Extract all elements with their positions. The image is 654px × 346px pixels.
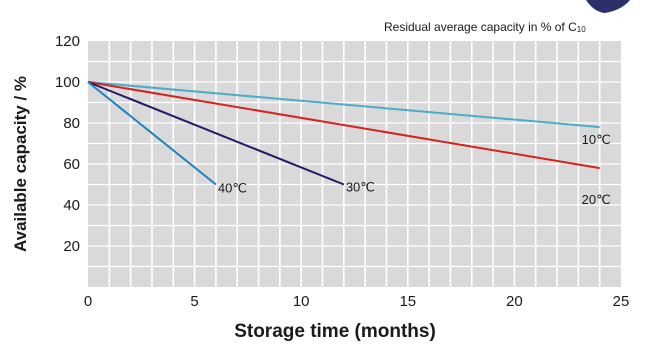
y-tick-label: 80 <box>63 115 80 132</box>
x-tick-label: 20 <box>506 293 523 310</box>
series-label-1: 20℃ <box>582 192 611 207</box>
series-label-2: 30℃ <box>346 180 375 195</box>
x-tick-label: 5 <box>190 293 198 310</box>
y-tick-label: 120 <box>55 33 80 50</box>
y-tick-label: 60 <box>63 156 80 173</box>
y-tick-label: 100 <box>55 74 80 91</box>
y-tick-label: 20 <box>63 238 80 255</box>
y-tick-labels: 20 40 60 80 100 120 <box>55 33 80 255</box>
series-line-0 <box>87 81 600 129</box>
x-tick-label: 0 <box>84 293 92 310</box>
series-labels: 10℃ 20℃ 30℃ 40℃ <box>218 132 611 207</box>
series-label-3: 40℃ <box>218 181 247 196</box>
x-tick-label: 25 <box>613 293 630 310</box>
series-line-3 <box>87 81 217 186</box>
x-axis-title: Storage time (months) <box>234 321 436 342</box>
chart-subtitle-subscript: 10 <box>577 25 586 34</box>
x-tick-labels: 0 5 10 15 20 25 <box>84 293 630 310</box>
series-line-2 <box>87 81 345 186</box>
series-lines <box>87 81 600 186</box>
y-tick-label: 40 <box>63 197 80 214</box>
chart-subtitle: Residual average capacity in % of C10 <box>384 20 586 34</box>
series-line-1 <box>87 81 600 170</box>
x-tick-label: 15 <box>399 293 416 310</box>
y-axis-title: Available capacity / % <box>11 76 30 252</box>
x-tick-label: 10 <box>293 293 310 310</box>
grid <box>88 41 621 287</box>
corner-decoration <box>586 0 630 13</box>
series-label-0: 10℃ <box>582 132 611 147</box>
chart-subtitle-text: Residual average capacity in % of C <box>384 20 577 34</box>
